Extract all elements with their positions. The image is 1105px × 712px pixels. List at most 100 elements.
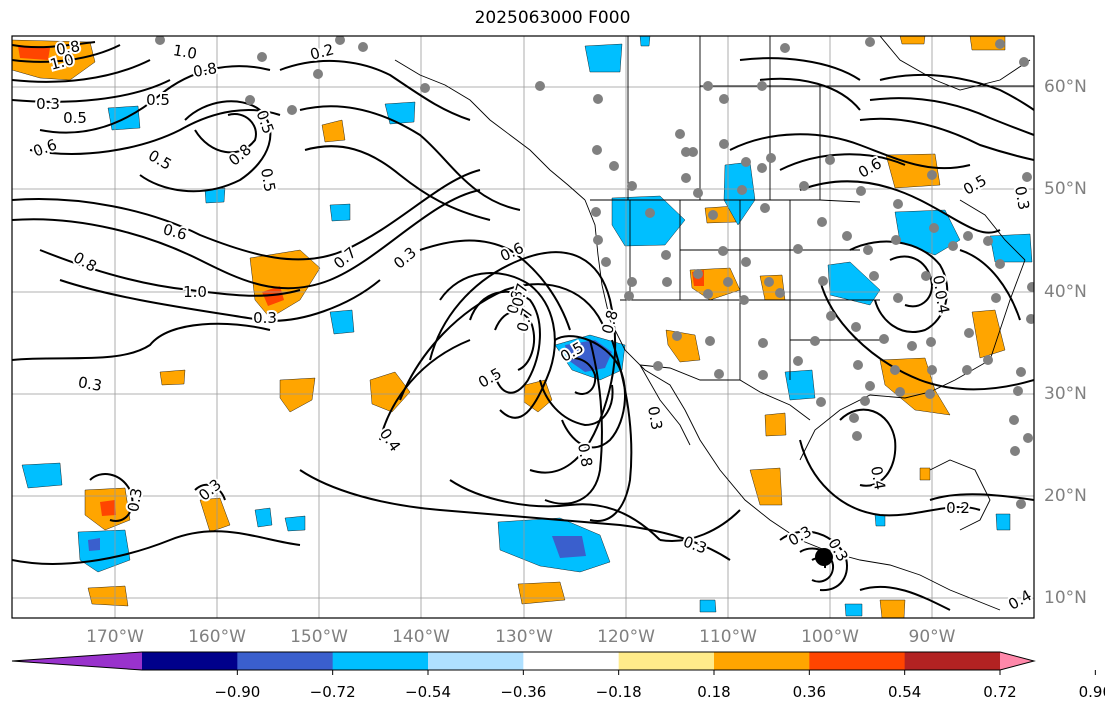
- station-dot: [653, 361, 663, 371]
- station-dot: [852, 431, 862, 441]
- station-dot: [851, 322, 861, 332]
- coast-alaska: [394, 59, 586, 201]
- station-dot: [591, 207, 601, 217]
- longitude-label: 150°W: [290, 627, 348, 647]
- fill-orange-15: [971, 309, 1006, 359]
- coast-west-us: [584, 199, 831, 553]
- coastlines: [394, 36, 1034, 611]
- latitude-label: 50°N: [1044, 179, 1087, 199]
- station-dot: [760, 203, 770, 213]
- station-dot: [869, 271, 879, 281]
- longitude-label: 140°W: [392, 627, 450, 647]
- station-dot: [257, 52, 267, 62]
- longitude-label: 120°W: [597, 627, 655, 647]
- colorbar-tick-label: −0.36: [500, 683, 547, 701]
- station-dot: [335, 36, 345, 45]
- station-dot: [826, 311, 836, 321]
- fill-red-nw: [18, 46, 50, 60]
- fill-blue-19: [699, 599, 717, 613]
- station-markers: [155, 36, 1034, 509]
- station-dot: [890, 365, 900, 375]
- station-dot: [245, 95, 255, 105]
- station-dot: [757, 163, 767, 173]
- station-dot: [287, 105, 297, 115]
- colorbar: [11, 651, 1096, 675]
- colorbar-frame: [11, 651, 1036, 671]
- station-dot: [719, 94, 729, 104]
- station-dot: [921, 271, 931, 281]
- station-dot: [983, 355, 993, 365]
- fill-dblue-2: [552, 536, 586, 558]
- station-dot: [624, 291, 634, 301]
- colorbar-tick-label: −0.90: [214, 683, 261, 701]
- station-dot: [758, 338, 768, 348]
- colorbar-extend-left: [12, 652, 142, 670]
- station-dot: [810, 336, 820, 346]
- station-dot: [995, 39, 1005, 49]
- station-dot: [693, 269, 703, 279]
- station-dot: [675, 129, 685, 139]
- colorbar-tick-label: 0.36: [792, 683, 827, 701]
- fill-blue-17: [784, 369, 816, 401]
- fill-orange-9: [159, 369, 186, 386]
- station-dot: [741, 257, 751, 267]
- anomaly-fills: [12, 36, 1033, 618]
- storm-marker: [815, 548, 833, 566]
- fill-red-5: [100, 500, 116, 516]
- fill-blue-9: [21, 462, 63, 489]
- coast-yucatan: [929, 459, 991, 531]
- station-dot: [818, 276, 828, 286]
- station-dot: [893, 199, 903, 209]
- station-dot: [1026, 314, 1034, 324]
- latitude-label: 10°N: [1044, 588, 1087, 608]
- station-dot: [1027, 282, 1034, 292]
- station-dot: [964, 328, 974, 338]
- station-dot: [983, 236, 993, 246]
- coast-centralam: [829, 551, 1001, 611]
- station-dot: [775, 288, 785, 298]
- colorbar-cell: [428, 652, 524, 670]
- station-dot: [609, 161, 619, 171]
- fill-orange-8: [517, 581, 566, 605]
- colorbar-tick-label: −0.54: [405, 683, 451, 701]
- fill-orange-21: [899, 36, 926, 45]
- station-dot: [741, 157, 751, 167]
- colorbar-cell: [332, 652, 429, 670]
- fill-blue-12: [284, 515, 306, 532]
- station-dot: [963, 231, 973, 241]
- station-dot: [927, 365, 937, 375]
- station-dot: [420, 83, 430, 93]
- colorbar-extend-right: [1000, 652, 1034, 670]
- colorbar-cell: [142, 652, 238, 670]
- fill-orange-22: [879, 599, 906, 618]
- contour-label: 0.8: [192, 59, 219, 81]
- fill-orange-4: [279, 377, 316, 413]
- station-dot: [1009, 415, 1019, 425]
- station-dot: [661, 250, 671, 260]
- contour-label: 0.3: [253, 309, 277, 327]
- station-dot: [853, 360, 863, 370]
- station-dot: [601, 257, 611, 267]
- station-dot: [627, 181, 637, 191]
- contour-lines: [12, 41, 1034, 611]
- colorbar-cell: [714, 652, 810, 670]
- longitude-label: 110°W: [699, 627, 757, 647]
- station-dot: [929, 223, 939, 233]
- latitude-label: 40°N: [1044, 282, 1087, 302]
- station-dot: [592, 145, 602, 155]
- fill-orange-2: [369, 371, 411, 413]
- station-dot: [856, 186, 866, 196]
- fill-blue-20: [844, 603, 863, 617]
- fill-blue-11: [254, 507, 273, 528]
- station-dot: [927, 170, 937, 180]
- station-dot: [1023, 433, 1033, 443]
- contour-label: 0.5: [146, 91, 170, 109]
- station-dot: [645, 208, 655, 218]
- fill-blue-22: [874, 514, 886, 527]
- state-lines-1: [620, 200, 880, 380]
- station-dot: [849, 413, 859, 423]
- station-dot: [714, 369, 724, 379]
- station-dot: [155, 36, 165, 45]
- border-canada-us: [590, 199, 861, 203]
